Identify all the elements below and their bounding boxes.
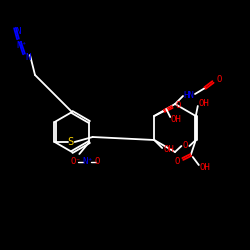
Text: OH: OH bbox=[171, 114, 181, 124]
Text: N: N bbox=[15, 28, 21, 36]
Text: O: O bbox=[174, 156, 180, 166]
Text: N⁺: N⁺ bbox=[82, 158, 93, 166]
Text: OH: OH bbox=[200, 162, 210, 172]
Text: O: O bbox=[95, 158, 100, 166]
Text: O⁻: O⁻ bbox=[70, 158, 81, 166]
Text: O: O bbox=[176, 100, 181, 110]
Text: O: O bbox=[183, 142, 188, 150]
Text: N: N bbox=[25, 54, 31, 62]
Text: HN: HN bbox=[184, 92, 194, 100]
Text: OH: OH bbox=[198, 100, 209, 108]
Text: S: S bbox=[68, 137, 74, 147]
Text: OH: OH bbox=[164, 146, 174, 154]
Text: N⁺: N⁺ bbox=[16, 40, 28, 50]
Text: O: O bbox=[216, 76, 222, 84]
